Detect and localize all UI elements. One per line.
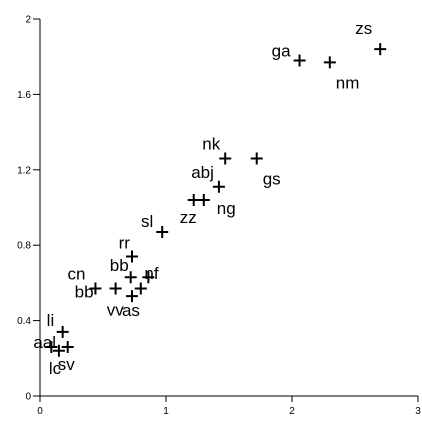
y-tick-label-1: 0.4 [17,316,31,327]
y-tick-label-5: 2 [25,15,31,26]
point-label-8: sl [141,212,153,231]
x-tick-label-3: 3 [415,406,421,417]
point-marker-11 [142,271,155,284]
point-label-7: zz [180,208,197,227]
y-tick-label-2: 0.8 [17,241,31,252]
point-marker-2 [323,56,336,69]
point-marker-17 [45,340,58,353]
point-marker-4 [250,152,263,165]
point-marker-3 [219,152,232,165]
point-marker-10 [124,271,137,284]
point-label-15: as [122,301,140,320]
point-marker-14 [134,282,147,295]
data-points [45,43,387,357]
point-label-12: cn [67,265,85,284]
point-label-19: sv [58,355,76,374]
y-tick-label-4: 1.6 [17,90,31,101]
x-tick-label-0: 0 [37,406,43,417]
point-label-0: zs [355,19,372,38]
point-label-6: ng [217,199,236,218]
point-label-14: vv [107,301,125,320]
y-axis-ticks: 0 0.4 0.8 1.2 1.6 2 [17,15,40,403]
point-label-2: nm [336,73,360,92]
x-tick-label-1: 1 [163,406,169,417]
x-tick-label-2: 2 [289,406,295,417]
point-marker-7 [187,193,200,206]
point-marker-1 [293,54,306,67]
point-marker-6 [197,193,210,206]
point-label-18: lc [49,359,62,378]
point-marker-5 [212,180,225,193]
point-marker-18 [52,344,65,357]
point-label-9: rr [119,234,131,253]
point-marker-9 [125,250,138,263]
point-label-11: nf [144,264,158,283]
point-marker-13 [109,282,122,295]
point-marker-12 [89,282,102,295]
point-marker-19 [61,340,74,353]
point-label-5: abj [191,163,214,182]
point-marker-8 [156,226,169,239]
point-label-13: bb [75,283,94,302]
point-label-4: gs [263,169,281,188]
point-label-10: bb [110,256,129,275]
point-marker-15 [125,290,138,303]
y-tick-label-0: 0 [25,392,31,403]
point-label-1: ga [272,41,291,60]
point-label-16: li [47,311,55,330]
point-label-3: nk [202,134,220,153]
y-tick-label-3: 1.2 [17,165,31,176]
x-axis-ticks: 0 1 2 3 [37,396,421,417]
point-label-17: aal [33,333,56,352]
point-marker-16 [56,325,69,338]
point-marker-0 [374,43,387,56]
